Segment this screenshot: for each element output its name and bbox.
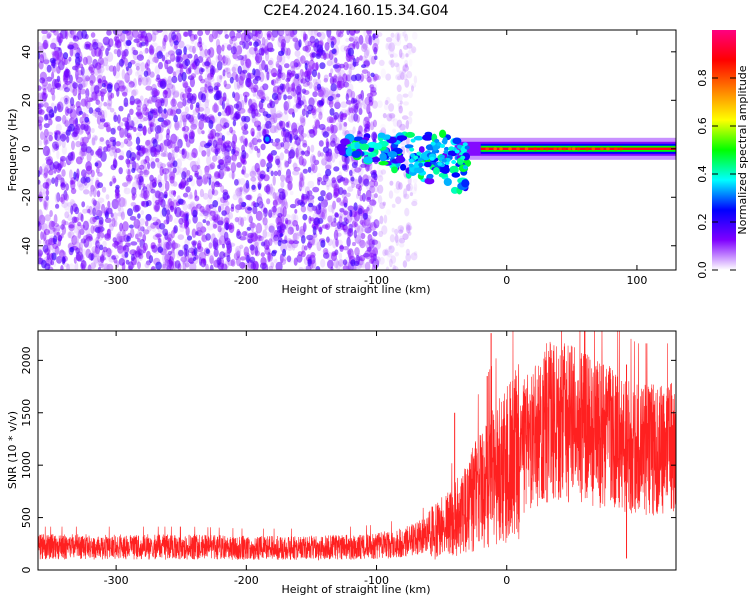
colorbar-label: Normalized spectral amplitude bbox=[736, 65, 749, 234]
spectrogram-image bbox=[38, 30, 676, 270]
x-tick-label: -100 bbox=[364, 274, 389, 287]
x-tick-label: 0 bbox=[503, 274, 510, 287]
y-tick-label: 0 bbox=[20, 145, 33, 152]
colorbar-scale bbox=[712, 30, 736, 270]
x-tick-label: 100 bbox=[626, 274, 647, 287]
snr-panel: -300 -200 -100 0 0 500 1000 1500 2000 Height of… bbox=[6, 330, 677, 596]
snr-x-ticks: -300 -200 -100 0 bbox=[104, 331, 510, 587]
figure-title: C2E4.2024.160.15.34.G04 bbox=[263, 3, 448, 19]
x-tick-label: -300 bbox=[104, 274, 129, 287]
snr-series bbox=[38, 331, 676, 561]
y-tick-label: 20 bbox=[20, 93, 33, 107]
x-tick-label: -200 bbox=[234, 574, 259, 587]
colorbar-tick-label: 0.8 bbox=[696, 69, 709, 87]
spectrogram-frame bbox=[37, 29, 677, 271]
x-tick-label: -100 bbox=[364, 574, 389, 587]
colorbar-tick-label: 0.6 bbox=[696, 117, 709, 135]
colorbar-tick-label: 0.4 bbox=[696, 165, 709, 183]
y-tick-label: 1500 bbox=[20, 399, 33, 427]
colorbar-ticks: 0.0 0.2 0.4 0.6 0.8 bbox=[696, 69, 736, 279]
spectrogram-x-ticks: -300 -200 -100 0 100 bbox=[104, 30, 647, 287]
y-tick-label: 1000 bbox=[20, 451, 33, 479]
x-tick-label: -300 bbox=[104, 574, 129, 587]
colorbar-tick-label: 0.2 bbox=[696, 213, 709, 231]
y-tick-label: 40 bbox=[20, 45, 33, 59]
spectrogram-x-label: Height of straight line (km) bbox=[281, 283, 430, 296]
y-tick-label: 0 bbox=[20, 567, 33, 574]
y-tick-label: 2000 bbox=[20, 346, 33, 374]
spectrogram-y-ticks: -40 -20 0 20 40 bbox=[20, 45, 676, 255]
x-tick-label: -200 bbox=[234, 274, 259, 287]
snr-y-ticks: 0 500 1000 1500 2000 bbox=[20, 346, 676, 574]
colorbar: 0.0 0.2 0.4 0.6 0.8 Normalized spectral ampl… bbox=[696, 30, 749, 279]
snr-line bbox=[38, 331, 676, 561]
colorbar-tick-label: 0.0 bbox=[696, 261, 709, 279]
y-tick-label: -20 bbox=[20, 188, 33, 206]
snr-y-label: SNR (10 * v/v) bbox=[6, 411, 19, 489]
snr-x-label: Height of straight line (km) bbox=[281, 583, 430, 596]
y-tick-label: -40 bbox=[20, 237, 33, 255]
y-tick-label: 500 bbox=[20, 507, 33, 528]
spectrogram-y-label: Frequency (Hz) bbox=[6, 109, 19, 192]
x-tick-label: 0 bbox=[503, 574, 510, 587]
snr-frame bbox=[37, 330, 677, 571]
